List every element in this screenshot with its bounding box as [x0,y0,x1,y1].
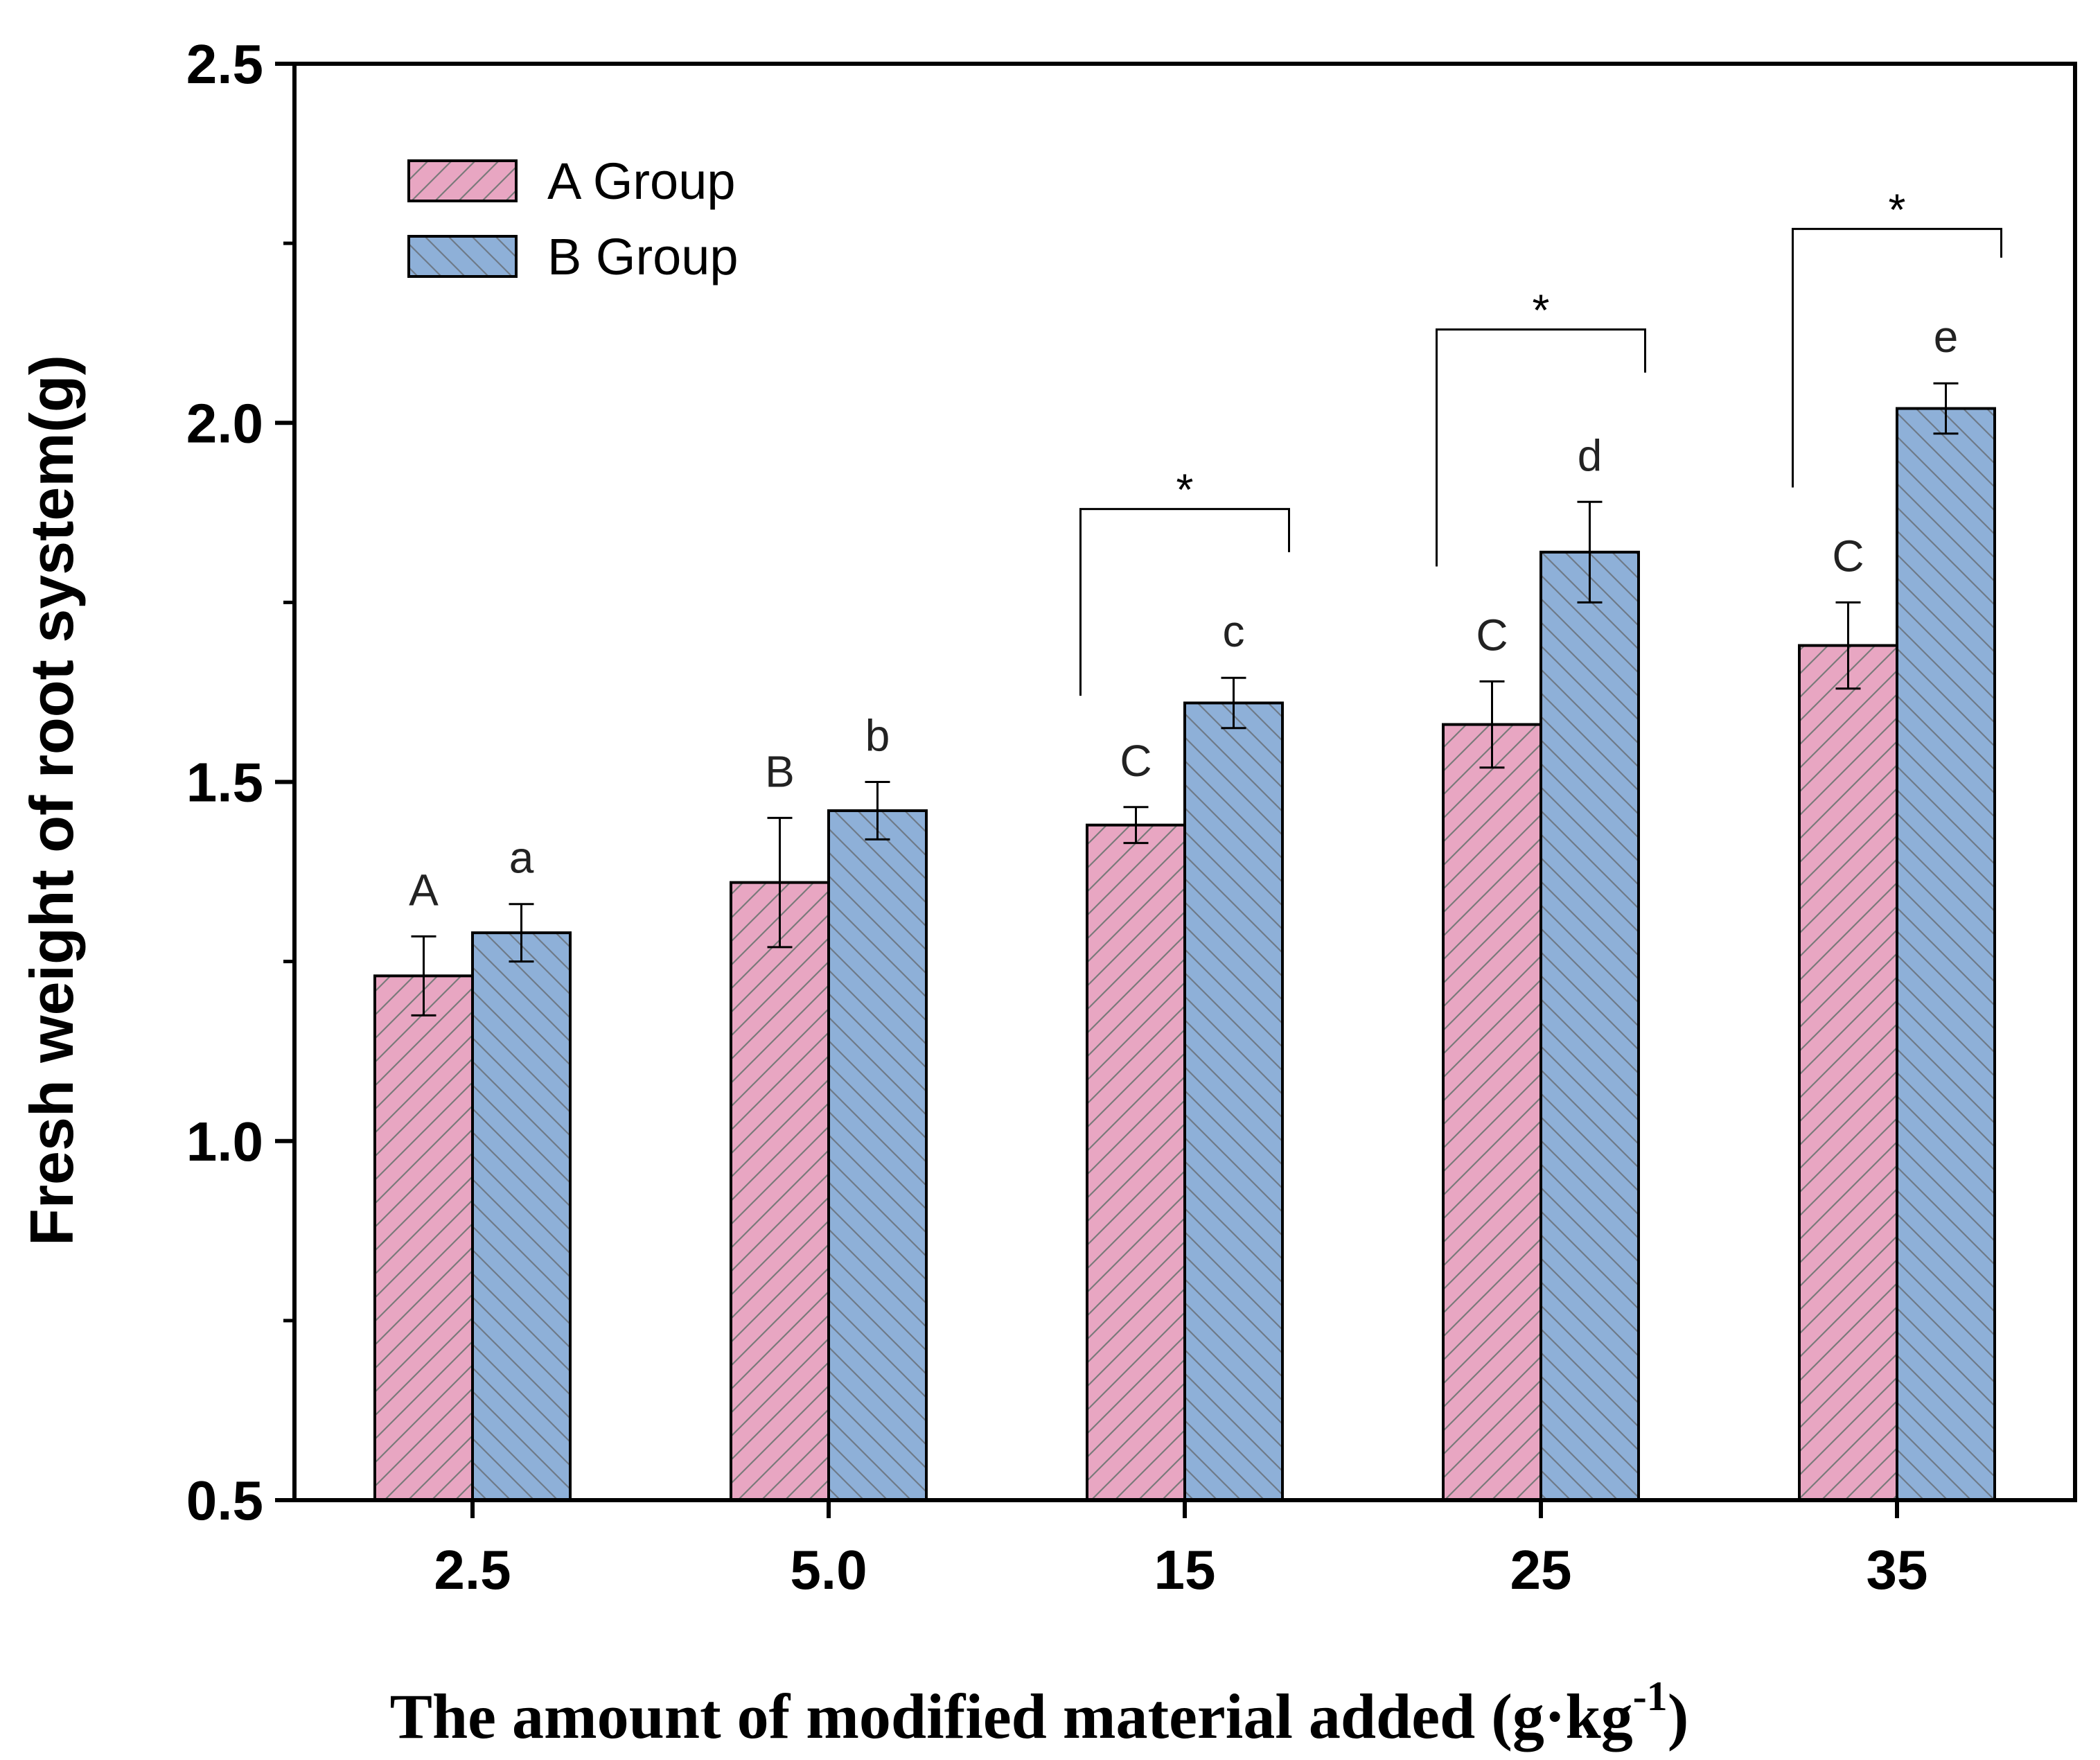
significance-bracket-35 [1792,227,2002,488]
significance-star-25: * [1533,285,1550,335]
significance-letter-a-15: C [1120,736,1152,786]
y-tick-label: 1.5 [186,752,263,813]
significance-letter-b-2.5: a [509,833,534,883]
y-tick-label: 0.5 [186,1470,263,1531]
y-tick-label: 1.0 [186,1111,263,1172]
bar-b-group-35-outline [1896,407,1996,1502]
significance-letter-a-35: C [1832,531,1864,581]
legend-label-b-group: B Group [547,228,739,285]
y-tick-label: 2.5 [186,33,263,95]
x-axis-label-main: The amount of modified material added (g… [390,1681,1633,1752]
significance-letter-b-25: d [1578,430,1603,480]
significance-letter-b-15: c [1223,606,1245,656]
bar-b-group-25-outline [1539,550,1640,1502]
x-tick-label: 35 [1867,1539,1928,1601]
significance-letter-b-5.0: b [865,711,890,761]
plot-area: Aa Bb Cc Cd Ce * * * [373,184,2002,1502]
significance-letter-a-5.0: B [765,746,795,796]
x-tick-label: 25 [1510,1539,1572,1601]
y-axis-label: Fresh weight of root system(g) [17,355,86,1246]
significance-bracket-25 [1436,328,1646,567]
legend-swatch-b-group-hatch [407,235,518,278]
x-axis-label-close: ) [1668,1681,1689,1752]
x-tick-label: 15 [1154,1539,1216,1601]
x-axis-label-superscript: -1 [1633,1673,1668,1719]
bar-a-group-5.0-outline [730,881,830,1502]
legend: A Group B Group [407,152,739,285]
significance-bracket-15 [1079,508,1290,696]
bar-b-group-5.0-outline [827,809,928,1502]
significance-letter-b-35: e [1934,312,1959,362]
x-axis-label: The amount of modified material added (g… [390,1673,1689,1752]
bar-a-group-35-outline [1798,644,1898,1502]
y-axis: 0.5 1.0 1.5 2.0 2.5 [186,33,294,1531]
legend-swatch-a-group-hatch [407,159,518,202]
legend-label-a-group: A Group [547,152,736,210]
bar-a-group-15-outline [1086,823,1186,1502]
significance-letter-a-25: C [1476,610,1508,660]
bar-a-group-2.5-outline [373,974,474,1502]
significance-star-15: * [1176,465,1194,515]
y-tick-label: 2.0 [186,392,263,454]
x-tick-label: 2.5 [434,1539,511,1601]
x-axis: 2.5 5.0 15 25 35 [434,1500,1927,1601]
x-tick-label: 5.0 [790,1539,867,1601]
significance-letter-a-2.5: A [409,865,439,915]
bar-b-group-2.5-outline [471,931,572,1502]
bar-b-group-15-outline [1183,701,1284,1502]
bar-a-group-25-outline [1442,723,1542,1502]
significance-star-35: * [1889,184,1906,234]
